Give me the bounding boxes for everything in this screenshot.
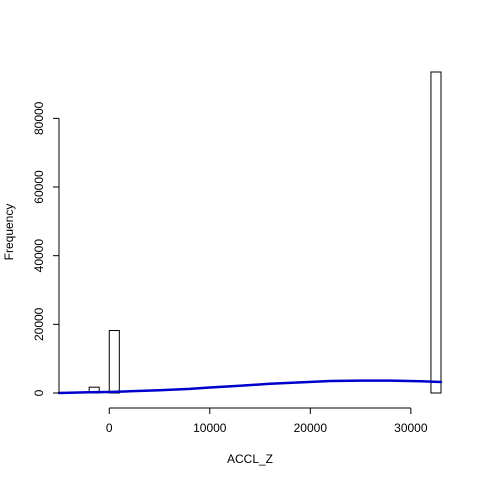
histogram-bar-1 <box>108 330 120 394</box>
x-tick-label-3: 30000 <box>394 421 428 435</box>
y-tick-label-2: 40000 <box>32 239 46 273</box>
y-tick-label-4: 80000 <box>32 101 46 135</box>
y-axis-label: Frequency <box>2 204 16 261</box>
y-tick-label-1: 20000 <box>32 307 46 341</box>
density-curve-layer <box>57 379 443 395</box>
density-curve-line <box>57 379 443 395</box>
x-axis: 0 10000 20000 30000 <box>106 407 428 435</box>
bars-layer <box>88 71 442 394</box>
x-tick-label-2: 20000 <box>294 421 328 435</box>
x-axis-label: ACCL_Z <box>227 452 273 466</box>
x-tick-label-1: 10000 <box>193 421 227 435</box>
y-tick-label-3: 60000 <box>32 170 46 204</box>
x-tick-label-0: 0 <box>106 421 113 435</box>
y-axis: 0 20000 40000 60000 80000 <box>32 101 60 396</box>
histogram-bar-2 <box>430 71 442 394</box>
y-tick-label-0: 0 <box>32 389 46 396</box>
